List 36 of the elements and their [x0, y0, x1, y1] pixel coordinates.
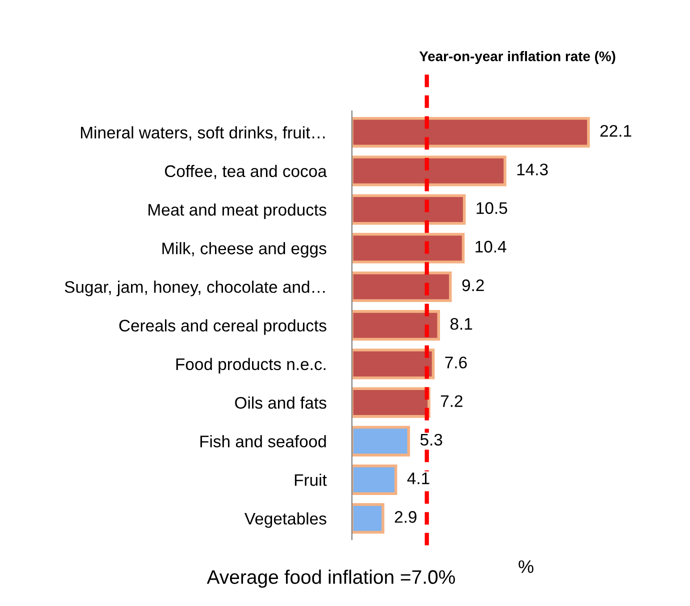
bar: [352, 232, 465, 264]
data-label: 10.4: [476, 240, 506, 253]
data-label: 8.1: [450, 318, 472, 330]
data-label: 14.3: [517, 164, 548, 176]
y-tick-label: Mineral waters, soft drinks, fruit…: [80, 126, 325, 140]
y-tick-label: Fruit: [294, 474, 327, 486]
bar: [352, 194, 466, 225]
y-tick-label: Food products n.e.c.: [176, 358, 326, 374]
data-label: 9.2: [462, 279, 484, 292]
data-label: 10.5: [476, 202, 508, 214]
y-tick-label: Fish and seafood: [200, 435, 326, 448]
bar: [352, 426, 410, 456]
y-tick-label: Meat and meat products: [148, 203, 326, 220]
bar: [352, 503, 384, 534]
y-tick-label: Vegetables: [244, 512, 326, 528]
bar: [352, 117, 590, 148]
ref-line-label: Average food inflation =7.0%: [206, 570, 455, 588]
y-tick-label: Oils and fats: [235, 396, 326, 409]
bar: [352, 387, 430, 418]
y-tick-label: Milk, cheese and eggs: [162, 242, 326, 258]
y-tick-label: Coffee, tea and cocoa: [164, 164, 327, 180]
data-label: 4.1: [407, 472, 430, 484]
bar: [352, 310, 440, 341]
data-label: 7.6: [445, 356, 467, 368]
bar: [352, 271, 452, 302]
bar: [352, 156, 506, 186]
data-label: 2.9: [394, 511, 416, 523]
chart-title: Year-on-year inflation rate (%): [419, 51, 616, 64]
x-axis-title: %: [518, 560, 534, 573]
bar: [352, 464, 398, 496]
bar: [352, 348, 435, 380]
data-label: 7.2: [440, 395, 462, 407]
y-tick-label: Cereals and cereal products: [119, 319, 326, 335]
data-label: 5.3: [420, 434, 442, 446]
y-tick-label: Sugar, jam, honey, chocolate and…: [64, 280, 325, 296]
data-label: 22.1: [600, 124, 632, 137]
